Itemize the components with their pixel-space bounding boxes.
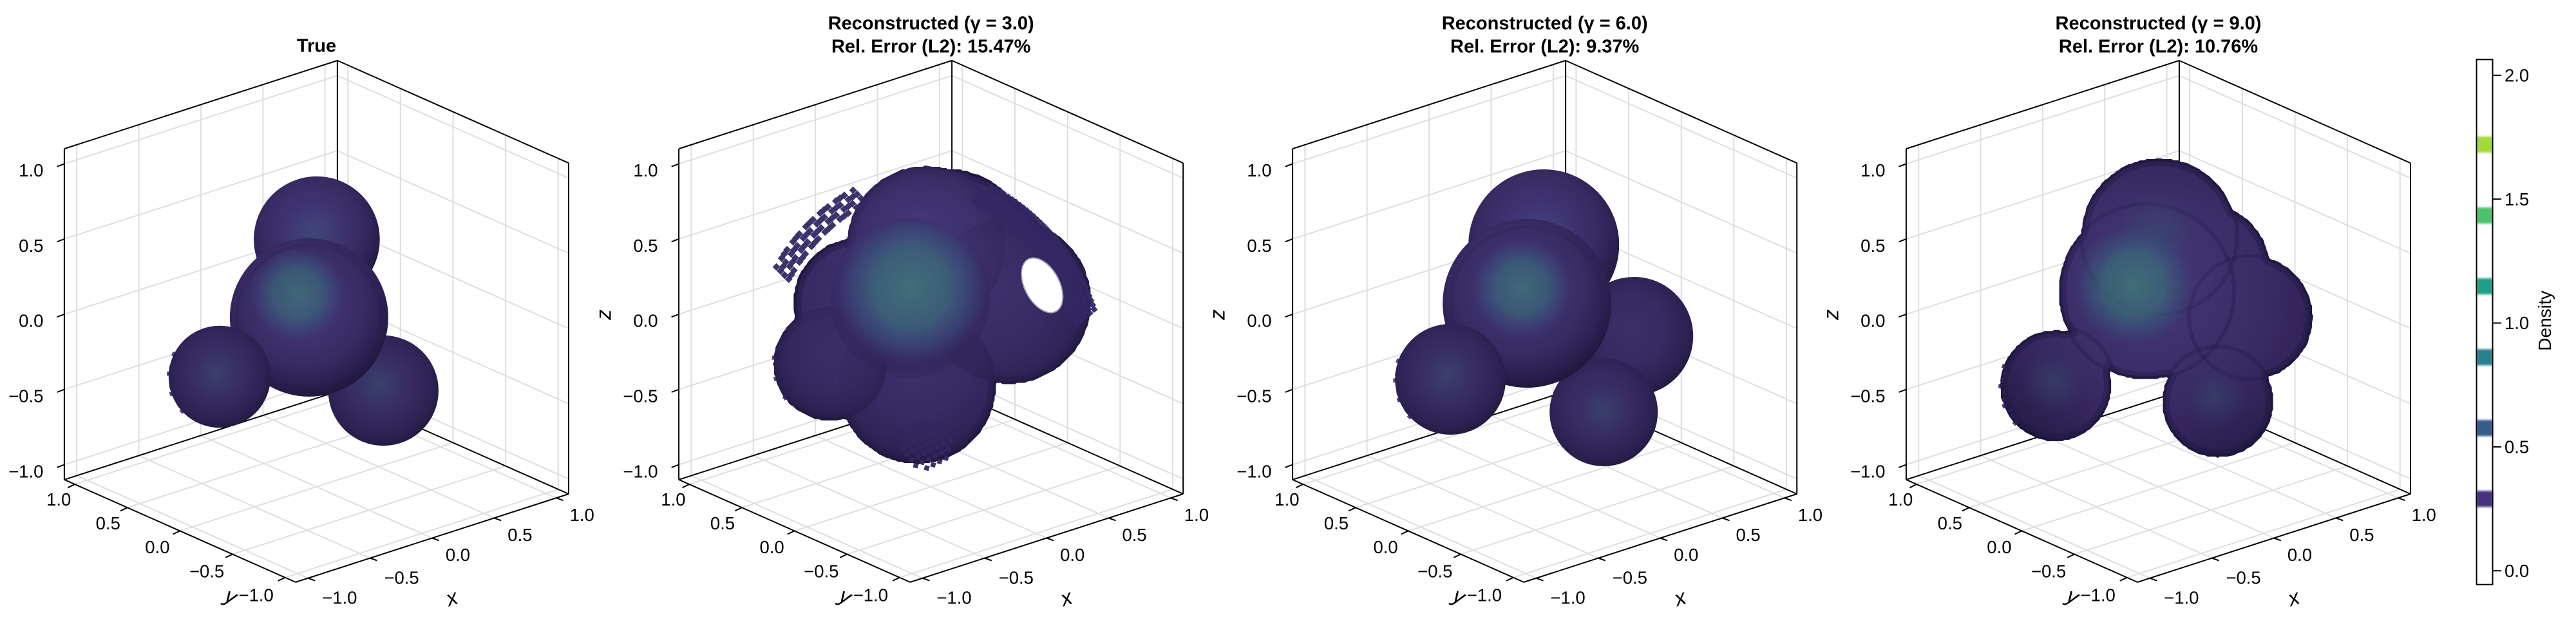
svg-text:z: z <box>1206 309 1229 321</box>
svg-text:Density: Density <box>2535 290 2555 350</box>
svg-text:0.0: 0.0 <box>145 537 169 557</box>
svg-text:Reconstructed (γ = 9.0): Reconstructed (γ = 9.0) <box>2056 14 2262 34</box>
svg-text:0.0: 0.0 <box>1247 311 1271 331</box>
svg-text:−0.5: −0.5 <box>8 386 43 406</box>
svg-text:0.5: 0.5 <box>1938 513 1962 533</box>
svg-text:0.0: 0.0 <box>1674 545 1698 565</box>
svg-text:−0.5: −0.5 <box>2226 567 2260 587</box>
svg-text:0.0: 0.0 <box>1987 537 2011 557</box>
svg-text:z: z <box>1819 309 1842 321</box>
svg-text:0.0: 0.0 <box>1060 545 1084 565</box>
svg-text:z: z <box>592 309 616 321</box>
svg-text:−0.5: −0.5 <box>189 561 224 581</box>
svg-text:−1.0: −1.0 <box>322 588 357 608</box>
svg-text:0.5: 0.5 <box>507 525 532 545</box>
svg-text:True: True <box>297 35 336 56</box>
svg-text:1.0: 1.0 <box>1247 160 1271 180</box>
svg-text:1.0: 1.0 <box>661 489 685 509</box>
svg-text:0.5: 0.5 <box>1861 236 1885 256</box>
svg-text:1.0: 1.0 <box>633 160 658 180</box>
svg-text:0.5: 0.5 <box>2505 437 2529 457</box>
svg-text:−1.0: −1.0 <box>2081 585 2116 605</box>
svg-text:−1.0: −1.0 <box>8 461 43 481</box>
svg-text:−0.5: −0.5 <box>623 386 658 406</box>
svg-text:−0.5: −0.5 <box>999 567 1034 587</box>
svg-text:0.5: 0.5 <box>1247 236 1271 256</box>
svg-text:1.0: 1.0 <box>1888 489 1913 509</box>
svg-text:−1.0: −1.0 <box>853 585 888 605</box>
svg-text:0.5: 0.5 <box>96 513 120 533</box>
svg-text:−0.5: −0.5 <box>1236 386 1271 406</box>
svg-text:1.0: 1.0 <box>1861 160 1885 180</box>
svg-text:0.5: 0.5 <box>710 513 735 533</box>
svg-text:0.0: 0.0 <box>1861 311 1885 331</box>
svg-text:−1.0: −1.0 <box>1850 461 1885 481</box>
svg-text:0.5: 0.5 <box>633 236 658 256</box>
svg-text:0.5: 0.5 <box>1122 525 1146 545</box>
svg-text:1.0: 1.0 <box>570 505 594 525</box>
svg-text:0.0: 0.0 <box>19 311 43 331</box>
svg-text:Rel. Error (L2): 10.76%: Rel. Error (L2): 10.76% <box>2059 36 2259 57</box>
svg-text:Rel. Error (L2): 15.47%: Rel. Error (L2): 15.47% <box>831 36 1031 57</box>
svg-text:1.0: 1.0 <box>19 160 43 180</box>
svg-text:z: z <box>0 309 1 321</box>
svg-text:Reconstructed (γ = 6.0): Reconstructed (γ = 6.0) <box>1442 14 1648 34</box>
svg-text:−0.5: −0.5 <box>384 567 419 587</box>
svg-text:Rel. Error (L2): 9.37%: Rel. Error (L2): 9.37% <box>1450 36 1640 57</box>
svg-text:0.5: 0.5 <box>2349 525 2374 545</box>
svg-text:−0.5: −0.5 <box>1850 386 1885 406</box>
svg-text:−1.0: −1.0 <box>623 461 658 481</box>
svg-text:1.0: 1.0 <box>2505 313 2529 333</box>
svg-text:−1.0: −1.0 <box>1550 588 1585 608</box>
svg-text:0.0: 0.0 <box>2287 545 2312 565</box>
svg-text:0.0: 0.0 <box>759 537 784 557</box>
svg-text:1.5: 1.5 <box>2505 189 2529 209</box>
svg-text:1.0: 1.0 <box>2412 505 2436 525</box>
svg-text:−1.0: −1.0 <box>1467 585 1502 605</box>
svg-text:0.0: 0.0 <box>1373 537 1397 557</box>
svg-text:2.0: 2.0 <box>2505 65 2529 85</box>
svg-text:−1.0: −1.0 <box>239 585 274 605</box>
svg-text:−0.5: −0.5 <box>2031 561 2066 581</box>
svg-text:0.0: 0.0 <box>633 311 658 331</box>
svg-text:0.5: 0.5 <box>1736 525 1760 545</box>
svg-text:−1.0: −1.0 <box>936 588 971 608</box>
svg-text:−0.5: −0.5 <box>804 561 838 581</box>
svg-text:1.0: 1.0 <box>1798 505 1823 525</box>
svg-text:−1.0: −1.0 <box>1236 461 1271 481</box>
svg-text:0.5: 0.5 <box>1324 513 1349 533</box>
svg-text:0.0: 0.0 <box>2505 561 2529 581</box>
svg-text:−0.5: −0.5 <box>1417 561 1452 581</box>
svg-text:−0.5: −0.5 <box>1613 567 1647 587</box>
svg-text:1.0: 1.0 <box>1274 489 1299 509</box>
svg-text:Reconstructed (γ = 3.0): Reconstructed (γ = 3.0) <box>828 14 1034 34</box>
svg-text:0.5: 0.5 <box>19 236 43 256</box>
svg-text:0.0: 0.0 <box>446 545 470 565</box>
svg-text:1.0: 1.0 <box>1184 505 1209 525</box>
svg-text:−1.0: −1.0 <box>2164 588 2199 608</box>
svg-text:1.0: 1.0 <box>46 489 71 509</box>
